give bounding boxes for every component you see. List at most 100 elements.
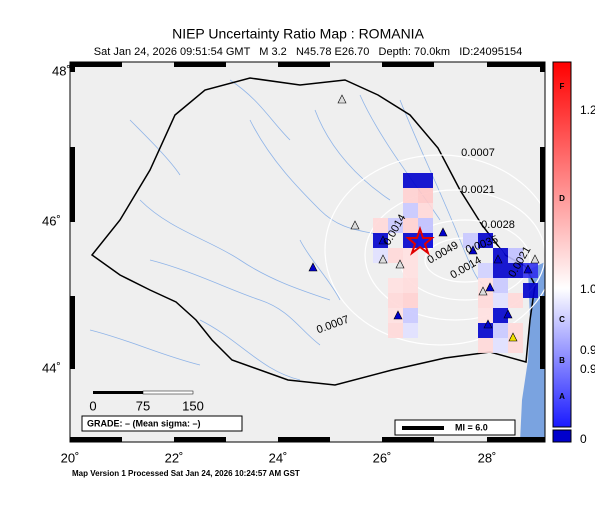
station — [508, 332, 518, 342]
cell — [508, 338, 523, 353]
cell — [493, 323, 508, 338]
grade-letter: F — [560, 82, 565, 91]
cell — [418, 173, 433, 188]
colorbar-value: 0.9 — [580, 343, 595, 357]
scale-label: 0 — [89, 398, 96, 413]
scale-segment — [142, 390, 194, 395]
magnitude-label: MI = 6.0 — [455, 422, 488, 432]
frame-segment — [540, 296, 545, 369]
grade-letter: B — [559, 356, 565, 365]
cell — [478, 293, 493, 308]
colorbar-value: 0 — [580, 432, 587, 446]
frame-segment — [174, 62, 226, 67]
frame-segment — [540, 147, 545, 222]
title: NIEP Uncertainty Ratio Map : ROMANIA — [172, 26, 424, 42]
lon-label: 20˚ — [61, 450, 80, 465]
cell — [373, 218, 388, 233]
colorbar-value: 0.9 — [580, 362, 595, 376]
station — [493, 254, 503, 264]
cell — [418, 218, 433, 233]
scale-segment — [93, 391, 143, 394]
contour-label: 0.0028 — [481, 219, 515, 231]
frame-segment — [70, 296, 75, 369]
stations — [308, 94, 540, 342]
station — [483, 319, 493, 329]
grade-letter: C — [559, 315, 565, 324]
subtitle: Sat Jan 24, 2026 09:51:54 GMT M 3.2 N45.… — [94, 46, 522, 58]
station — [478, 286, 488, 296]
magnitude-box — [394, 419, 516, 436]
cell — [478, 338, 493, 353]
cell — [508, 248, 523, 263]
frame-segment — [487, 437, 545, 442]
frame-segment — [382, 437, 434, 442]
cell — [388, 278, 403, 293]
sea — [520, 262, 545, 442]
frame-segment — [278, 62, 330, 67]
grade: GRADE: – (Mean sigma: –) — [87, 418, 201, 428]
lon-label: 26˚ — [373, 450, 392, 465]
station — [530, 254, 540, 264]
cell — [508, 323, 523, 338]
station — [308, 262, 318, 272]
frame-segment — [70, 437, 122, 442]
cell — [403, 203, 418, 218]
cell — [388, 218, 403, 233]
cells — [373, 173, 538, 353]
lon-label: 24˚ — [269, 450, 288, 465]
cell — [508, 263, 523, 278]
cell — [493, 308, 508, 323]
cell — [403, 173, 418, 188]
colorbar-scale — [552, 61, 572, 428]
cell — [403, 218, 418, 233]
frame-segment — [70, 62, 122, 67]
frame-segment — [540, 62, 545, 72]
grade-letter: A — [559, 392, 565, 401]
cell — [508, 293, 523, 308]
contour-label: 0.0021 — [461, 184, 495, 196]
cell — [403, 263, 418, 278]
cell — [388, 248, 403, 263]
epicenter — [405, 225, 435, 256]
station — [438, 227, 448, 237]
cell — [463, 233, 478, 248]
colorbar: F D C B A 1.2 1.0 0.9 0.9 0 — [552, 61, 595, 446]
station — [503, 309, 513, 319]
frame-segment — [70, 62, 75, 72]
colorbar-zero — [552, 429, 572, 443]
frame-segment — [382, 62, 434, 67]
lat-label: 46˚ — [42, 213, 61, 228]
cell — [523, 283, 538, 298]
cell — [493, 293, 508, 308]
contour-label: 0.0007 — [461, 147, 495, 159]
colorbar-value: 1.0 — [580, 282, 595, 296]
scale-label: 150 — [182, 398, 204, 413]
frame-segment — [278, 437, 330, 442]
cell — [418, 188, 433, 203]
grade-box — [81, 415, 243, 432]
station — [393, 310, 403, 320]
station — [468, 245, 478, 255]
cell — [388, 323, 403, 338]
frame-segment — [174, 437, 226, 442]
station — [395, 259, 405, 269]
cell — [403, 308, 418, 323]
lat-label: 44˚ — [42, 360, 61, 375]
cell — [493, 263, 508, 278]
cell — [493, 338, 508, 353]
cell — [493, 278, 508, 293]
cell — [478, 233, 493, 248]
frame-segment — [487, 62, 545, 67]
station — [523, 264, 533, 274]
grade-letter: D — [559, 194, 565, 203]
cell — [403, 293, 418, 308]
lon-label: 28˚ — [478, 450, 497, 465]
magnitude-bar — [402, 426, 444, 430]
lon-label: 22˚ — [165, 450, 184, 465]
cell — [478, 263, 493, 278]
station — [337, 94, 347, 104]
scale-label: 75 — [136, 398, 150, 413]
cell — [478, 308, 493, 323]
map-border — [69, 61, 546, 443]
colorbar-value: 1.2 — [580, 103, 595, 117]
